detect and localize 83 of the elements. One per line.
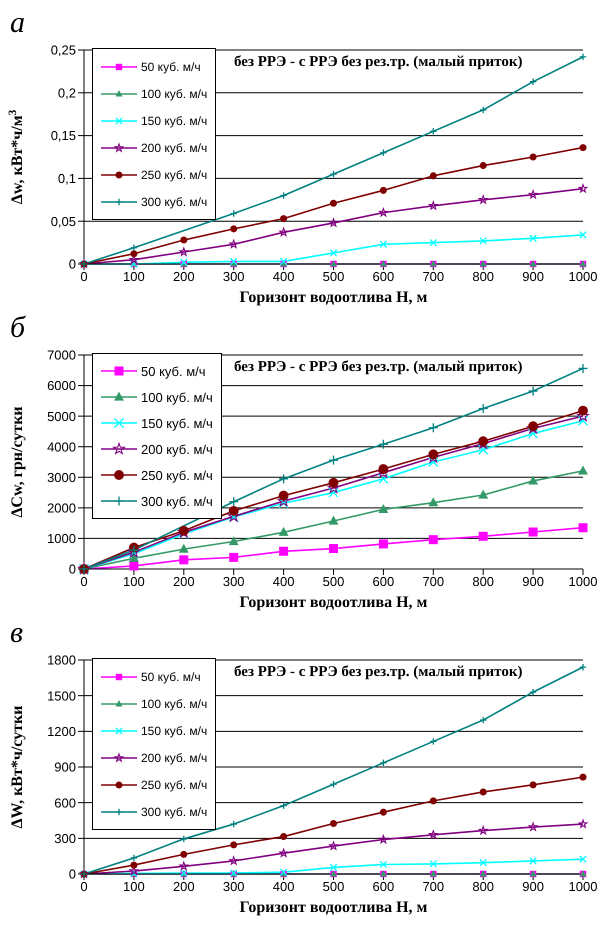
legend-label: 50 куб. м/ч bbox=[141, 670, 201, 684]
legend-label: 300 куб. м/ч bbox=[141, 194, 208, 208]
x-tick-label: 0 bbox=[80, 269, 88, 284]
chart-title: б bbox=[9, 311, 27, 346]
y-tick-label: 0,2 bbox=[58, 85, 76, 100]
y-tick-label: 0 bbox=[68, 866, 76, 882]
x-tick-label: 900 bbox=[522, 269, 544, 284]
legend-label: 100 куб. м/ч bbox=[141, 86, 208, 100]
legend-label: 200 куб. м/ч bbox=[141, 140, 208, 154]
legend-label: 300 куб. м/ч bbox=[141, 804, 208, 818]
y-tick-label: 1000 bbox=[47, 531, 76, 546]
legend-label: 200 куб. м/ч bbox=[141, 750, 208, 764]
x-axis-title: Горизонт водоотлива H, м bbox=[240, 594, 428, 611]
x-tick-label: 800 bbox=[472, 879, 494, 894]
y-tick-label: 4000 bbox=[47, 439, 76, 454]
x-tick-label: 600 bbox=[372, 574, 394, 590]
annotation: без РРЭ - с РРЭ без рез.тр. (малый приток) bbox=[230, 359, 526, 376]
y-tick-label: 1800 bbox=[47, 652, 76, 668]
y-tick-label: 1200 bbox=[47, 724, 76, 739]
x-tick-label: 1000 bbox=[568, 574, 598, 590]
legend-label: 150 куб. м/ч bbox=[141, 416, 213, 430]
legend-label: 250 куб. м/ч bbox=[141, 468, 213, 482]
x-tick-label: 900 bbox=[522, 879, 544, 894]
x-tick-label: 400 bbox=[272, 574, 294, 590]
x-tick-label: 500 bbox=[322, 269, 344, 284]
legend-label: 250 куб. м/ч bbox=[141, 778, 208, 792]
y-tick-label: 900 bbox=[54, 760, 76, 775]
legend-label: 150 куб. м/ч bbox=[141, 724, 208, 738]
x-tick-label: 900 bbox=[522, 574, 544, 590]
chart-title: а bbox=[9, 6, 26, 41]
x-axis-title: Горизонт водоотлива H, м bbox=[240, 289, 428, 306]
x-tick-label: 400 bbox=[272, 269, 294, 284]
x-tick-label: 700 bbox=[422, 269, 444, 284]
y-tick-label: 5000 bbox=[47, 408, 76, 424]
y-tick-label: 7000 bbox=[47, 348, 76, 363]
x-tick-label: 0 bbox=[80, 574, 88, 590]
chart-title: в bbox=[9, 616, 24, 651]
y-tick-label: 600 bbox=[54, 795, 76, 810]
y-tick-label: 2000 bbox=[47, 500, 76, 516]
x-tick-label: 600 bbox=[372, 269, 394, 284]
x-tick-label: 1000 bbox=[568, 879, 598, 894]
x-tick-label: 500 bbox=[322, 574, 344, 590]
legend-label: 150 куб. м/ч bbox=[141, 114, 208, 128]
x-tick-label: 300 bbox=[222, 879, 245, 894]
y-tick-label: 3000 bbox=[47, 470, 76, 485]
x-tick-label: 800 bbox=[472, 574, 494, 590]
x-tick-label: 100 bbox=[123, 269, 145, 284]
y-tick-label: 300 bbox=[54, 830, 76, 846]
x-axis-title: Горизонт водоотлива H, м bbox=[240, 899, 428, 916]
legend-label: 50 куб. м/ч bbox=[141, 60, 201, 74]
x-tick-label: 200 bbox=[172, 879, 195, 894]
y-axis-title: ΔCw, грн/сутки bbox=[9, 406, 26, 518]
legend-label: 50 куб. м/ч bbox=[141, 364, 206, 378]
y-tick-label: 1500 bbox=[47, 688, 76, 704]
y-tick-label: 0,25 bbox=[50, 42, 76, 58]
legend-label: 100 куб. м/ч bbox=[141, 696, 208, 710]
annotation: без РРЭ - с РРЭ без рез.тр. (малый приток) bbox=[230, 664, 526, 681]
x-tick-label: 600 bbox=[372, 879, 394, 894]
y-tick-label: 0 bbox=[68, 256, 76, 272]
x-tick-label: 1000 bbox=[568, 269, 598, 284]
legend-label: 250 куб. м/ч bbox=[141, 168, 208, 182]
x-tick-label: 100 bbox=[123, 879, 145, 894]
y-tick-label: 0,05 bbox=[50, 214, 76, 229]
legend-label: 300 куб. м/ч bbox=[141, 494, 213, 508]
x-tick-label: 200 bbox=[172, 574, 195, 590]
x-tick-label: 300 bbox=[222, 574, 245, 590]
y-tick-label: 0 bbox=[68, 562, 76, 577]
x-tick-label: 500 bbox=[322, 879, 344, 894]
x-tick-label: 700 bbox=[422, 574, 444, 590]
legend-label: 100 куб. м/ч bbox=[141, 390, 213, 404]
x-tick-label: 0 bbox=[80, 879, 88, 894]
x-tick-label: 800 bbox=[472, 269, 494, 284]
x-tick-label: 400 bbox=[272, 879, 294, 894]
x-tick-label: 100 bbox=[123, 574, 145, 590]
y-tick-label: 6000 bbox=[47, 378, 76, 394]
legend-label: 200 куб. м/ч bbox=[141, 442, 213, 456]
x-tick-label: 300 bbox=[222, 269, 245, 284]
y-tick-label: 0,1 bbox=[58, 171, 76, 186]
x-tick-label: 700 bbox=[422, 879, 444, 894]
x-tick-label: 200 bbox=[172, 269, 195, 284]
y-tick-label: 0,15 bbox=[50, 128, 76, 144]
y-axis-title: ΔW, кВт*ч/сутки bbox=[9, 706, 26, 828]
annotation: без РРЭ - с РРЭ без рез.тр. (малый приток) bbox=[230, 54, 526, 71]
